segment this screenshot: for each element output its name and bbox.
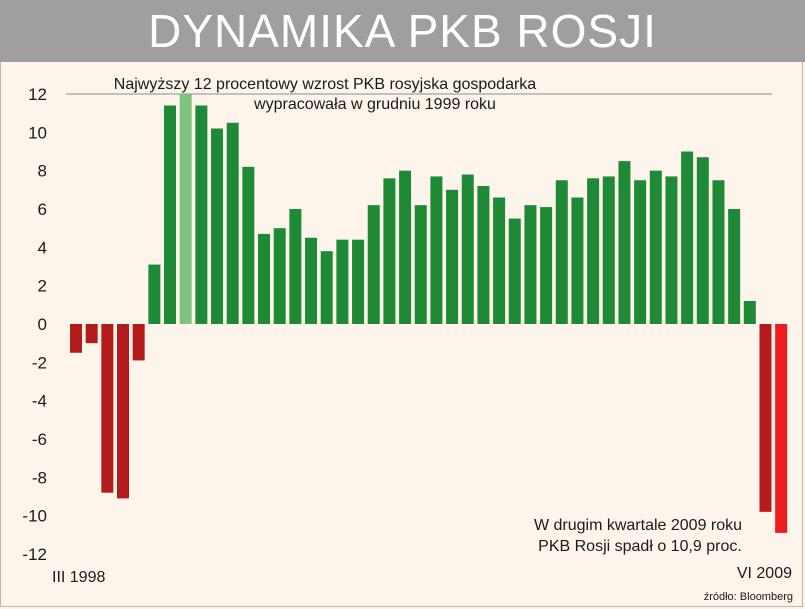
y-tick-label: -4 bbox=[32, 392, 47, 411]
y-tick-label: 10 bbox=[28, 123, 47, 142]
title-bar: DYNAMIKA PKB ROSJI bbox=[0, 0, 805, 62]
bar bbox=[477, 186, 490, 324]
bar bbox=[524, 205, 537, 324]
annotation-drop-line-2: PKB Rosji spadł o 10,9 proc. bbox=[538, 538, 742, 555]
bar bbox=[508, 218, 521, 324]
y-tick-label: -8 bbox=[32, 468, 47, 487]
bar bbox=[759, 324, 772, 512]
bar bbox=[164, 105, 177, 324]
bar bbox=[117, 324, 130, 499]
y-tick-label: 12 bbox=[28, 85, 47, 104]
bar bbox=[399, 170, 412, 324]
bar bbox=[571, 197, 584, 324]
bar bbox=[148, 264, 161, 324]
annotation-drop-line-1: W drugim kwartale 2009 roku bbox=[534, 517, 742, 534]
bar bbox=[70, 324, 82, 353]
y-tick-label: 6 bbox=[38, 200, 47, 219]
bar bbox=[367, 205, 380, 324]
bar bbox=[258, 233, 271, 324]
annotation-peak-line-2: wypracowała w grudniu 1999 roku bbox=[253, 96, 496, 113]
bar bbox=[775, 324, 788, 533]
y-tick-label: 0 bbox=[38, 315, 47, 334]
bar bbox=[336, 239, 349, 324]
bar bbox=[320, 251, 333, 324]
bar bbox=[446, 189, 459, 324]
bar bbox=[461, 174, 474, 324]
bar bbox=[352, 239, 365, 324]
bar bbox=[696, 157, 709, 324]
bar bbox=[383, 178, 396, 324]
bar bbox=[242, 166, 255, 324]
bar-series bbox=[70, 94, 788, 533]
bar bbox=[649, 170, 662, 324]
y-tick-label: -2 bbox=[32, 353, 47, 372]
bar bbox=[681, 151, 694, 324]
bar bbox=[132, 324, 145, 361]
bar bbox=[712, 180, 725, 324]
bar bbox=[430, 176, 443, 324]
y-tick-label: 4 bbox=[38, 238, 47, 257]
y-tick-label: 8 bbox=[38, 162, 47, 181]
bar bbox=[540, 207, 553, 324]
chart-title: DYNAMIKA PKB ROSJI bbox=[148, 5, 657, 57]
bar bbox=[179, 94, 192, 324]
bar bbox=[211, 128, 224, 324]
bar bbox=[195, 105, 208, 324]
bar bbox=[743, 301, 756, 324]
bar bbox=[414, 205, 427, 324]
bar bbox=[602, 176, 615, 324]
bar bbox=[618, 161, 631, 324]
bar bbox=[305, 237, 318, 324]
bar bbox=[634, 180, 647, 324]
y-tick-label: -6 bbox=[32, 430, 47, 449]
bar bbox=[555, 180, 568, 324]
bar bbox=[85, 324, 98, 344]
bar bbox=[273, 228, 286, 324]
y-tick-label: 2 bbox=[38, 277, 47, 296]
source-label: źródło: Bloomberg bbox=[704, 591, 793, 603]
bar bbox=[728, 209, 741, 324]
y-axis-ticks: 12 10 8 6 4 2 0 -2 -4 -6 -8 -10 -12 bbox=[22, 85, 47, 564]
bar bbox=[101, 324, 114, 493]
bar bbox=[493, 197, 506, 324]
bar bbox=[665, 176, 678, 324]
annotation-peak-line-1: Najwyższy 12 procentowy wzrost PKB rosyj… bbox=[114, 76, 536, 93]
x-end-label: VI 2009 bbox=[737, 565, 792, 582]
x-start-label: III 1998 bbox=[52, 569, 105, 586]
y-tick-label: -12 bbox=[22, 545, 47, 564]
y-tick-label: -10 bbox=[22, 507, 47, 526]
bar bbox=[226, 122, 239, 324]
bar bbox=[289, 209, 302, 324]
bar bbox=[587, 178, 600, 324]
